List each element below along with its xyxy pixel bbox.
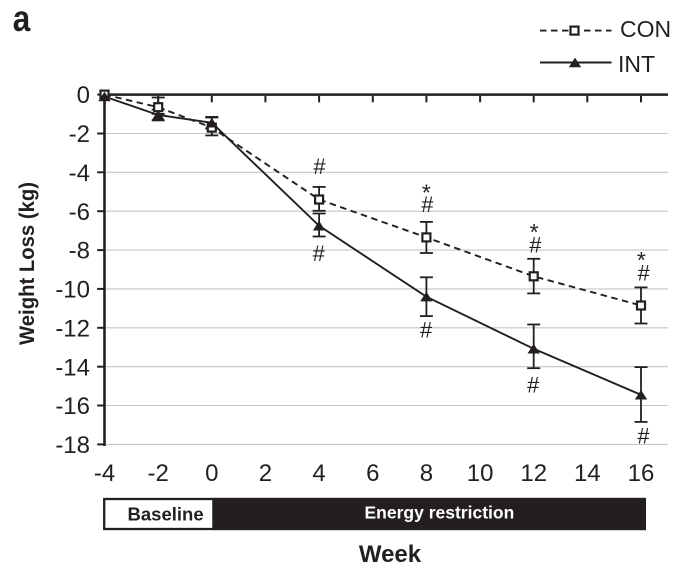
- svg-text:2: 2: [259, 460, 272, 487]
- svg-text:12: 12: [520, 460, 547, 487]
- svg-text:-18: -18: [55, 432, 90, 459]
- svg-text:0: 0: [205, 460, 218, 487]
- svg-text:#: #: [420, 318, 433, 343]
- svg-text:#: #: [637, 424, 650, 449]
- svg-text:CON: CON: [620, 16, 671, 42]
- svg-text:10: 10: [467, 460, 494, 487]
- svg-text:#: #: [527, 373, 540, 398]
- svg-text:-2: -2: [148, 460, 169, 487]
- svg-text:#: #: [421, 192, 434, 217]
- svg-text:-4: -4: [69, 160, 90, 187]
- svg-text:14: 14: [574, 460, 601, 487]
- svg-text:-16: -16: [55, 393, 90, 420]
- svg-text:INT: INT: [618, 51, 655, 77]
- svg-text:*: *: [422, 179, 431, 205]
- svg-text:-8: -8: [69, 238, 90, 265]
- svg-text:0: 0: [77, 82, 90, 109]
- svg-text:-12: -12: [55, 315, 90, 342]
- svg-text:#: #: [313, 154, 326, 179]
- svg-text:#: #: [529, 233, 542, 258]
- svg-text:-10: -10: [55, 277, 90, 304]
- svg-text:4: 4: [312, 460, 325, 487]
- svg-text:*: *: [637, 247, 646, 273]
- svg-text:6: 6: [366, 460, 379, 487]
- svg-text:Weight Loss (kg): Weight Loss (kg): [16, 182, 39, 345]
- svg-text:Week: Week: [359, 541, 422, 568]
- svg-text:16: 16: [628, 460, 655, 487]
- svg-text:-6: -6: [69, 199, 90, 226]
- svg-text:-14: -14: [55, 354, 90, 381]
- svg-text:a: a: [13, 0, 31, 39]
- svg-text:#: #: [638, 260, 651, 285]
- svg-text:*: *: [530, 219, 539, 245]
- svg-text:#: #: [313, 241, 326, 266]
- svg-text:-4: -4: [94, 460, 115, 487]
- svg-text:8: 8: [420, 460, 433, 487]
- svg-text:Energy restriction: Energy restriction: [365, 502, 515, 522]
- svg-text:-2: -2: [69, 121, 90, 148]
- svg-text:Baseline: Baseline: [128, 503, 204, 524]
